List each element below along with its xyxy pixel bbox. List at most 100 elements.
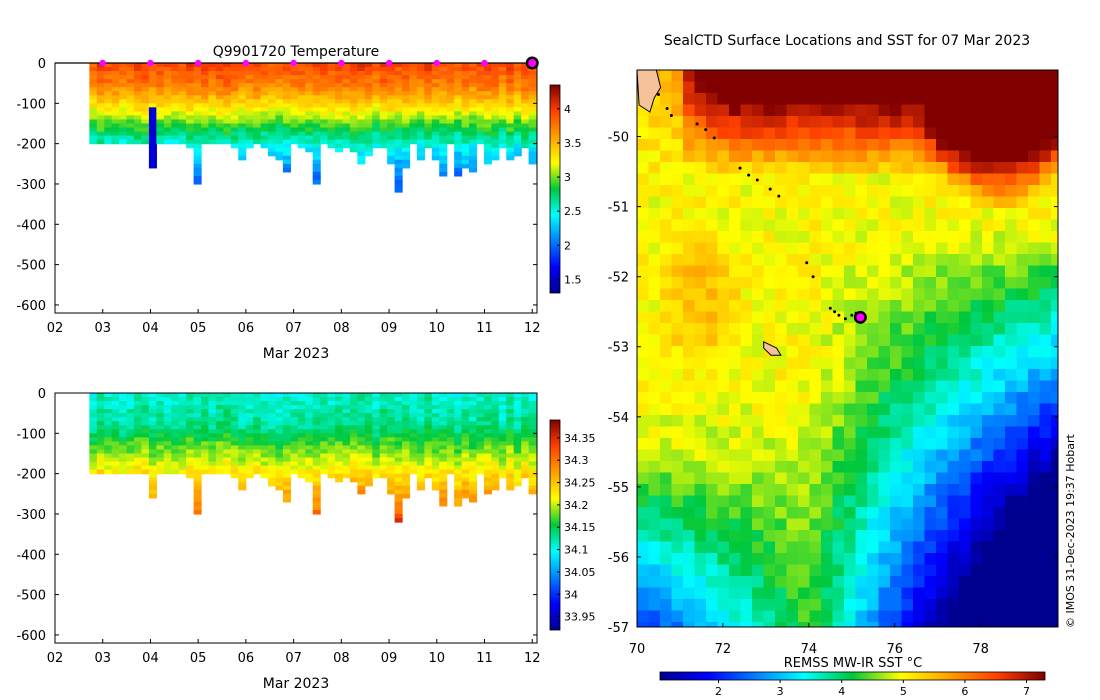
sst-cell <box>844 369 856 381</box>
sst-cell <box>821 564 833 577</box>
sal-profile-cell <box>89 401 98 406</box>
sst-cell <box>798 461 810 473</box>
sst-cell <box>1039 541 1052 554</box>
temp-profile-cell <box>521 119 530 125</box>
sst-cell <box>832 288 845 301</box>
temp-profile-cell <box>141 91 150 96</box>
temp-profile-cell <box>335 143 344 149</box>
sst-cell <box>729 150 741 163</box>
temp-profile-cell <box>372 71 381 76</box>
sst-cell <box>729 242 741 255</box>
sst-cell <box>798 185 810 197</box>
sst-cell <box>775 392 787 404</box>
sst-cell <box>717 472 730 485</box>
temp-profile-cell <box>230 63 239 68</box>
sst-cell <box>924 265 937 278</box>
temp-profile-cell <box>312 155 321 161</box>
sst-cell <box>913 116 925 128</box>
temp-profile-cell <box>253 123 262 129</box>
sst-cell <box>637 518 649 531</box>
sst-cell <box>901 472 914 485</box>
temp-profile-cell <box>312 167 321 173</box>
sal-profile-cell <box>387 429 396 434</box>
sal-profile-cell <box>208 445 217 451</box>
temp-profile-cell <box>253 95 262 100</box>
sst-cell <box>867 196 879 209</box>
temp-profile-cell <box>282 71 291 76</box>
sal-profile-cell <box>402 477 411 483</box>
sst-cell <box>1039 219 1052 232</box>
temp-profile-cell <box>409 91 418 96</box>
sal-profile-cell <box>349 457 358 463</box>
sst-cell <box>982 507 994 519</box>
sst-cell <box>982 369 994 381</box>
temp-profile-cell <box>364 83 373 88</box>
sal-profile-cell <box>238 417 247 422</box>
temp-profile-cell <box>230 103 239 108</box>
temp-profile-cell <box>156 127 165 133</box>
temp-profile-cell <box>223 71 232 76</box>
temp-profile-cell <box>312 119 321 125</box>
sst-cell <box>832 357 845 370</box>
sal-y-tick-label: 0 <box>38 387 46 402</box>
sal-profile-cell <box>521 457 530 463</box>
sal-profile-cell <box>268 425 277 430</box>
sst-cell <box>901 70 914 82</box>
sst-cell <box>878 507 891 519</box>
sal-profile-cell <box>312 485 321 491</box>
temp-profile-cell <box>349 127 358 133</box>
sal-profile-cell <box>409 429 418 434</box>
sst-cell <box>867 265 879 278</box>
sst-cell <box>809 553 822 565</box>
sst-cell <box>993 219 1006 232</box>
sst-cell <box>1005 564 1017 577</box>
sst-cell <box>637 553 649 565</box>
salinity-x-label: Mar 2023 <box>263 676 330 692</box>
temp-profile-cell <box>454 91 463 96</box>
temp-profile-cell <box>134 115 143 121</box>
sal-profile-cell <box>230 397 239 402</box>
sst-cell <box>993 495 1006 508</box>
sst-cell <box>786 265 799 278</box>
temp-profile-cell <box>201 91 210 96</box>
sst-cell <box>867 438 879 450</box>
sal-profile-cell <box>528 469 537 475</box>
sal-profile-cell <box>394 413 403 418</box>
sst-cell <box>855 495 868 508</box>
sst-cell <box>683 208 695 220</box>
sal-profile-cell <box>96 465 105 471</box>
sst-cell <box>867 553 879 565</box>
sst-cell <box>913 380 925 393</box>
sst-cell <box>924 127 937 140</box>
sst-cell <box>683 369 695 381</box>
sal-profile-cell <box>253 445 262 451</box>
temp-profile-cell <box>104 131 113 137</box>
temp-profile-cell <box>476 119 485 125</box>
sst-cell <box>775 426 787 439</box>
temp-profile-cell <box>387 91 396 96</box>
sst-cell <box>752 162 764 174</box>
temp-profile-cell <box>290 131 299 137</box>
temp-profile-cell <box>431 111 440 117</box>
sal-profile-cell <box>446 429 455 434</box>
sal-profile-cell <box>245 429 254 434</box>
temp-profile-cell <box>372 107 381 112</box>
temp-profile-cell <box>163 111 172 117</box>
sal-profile-cell <box>513 469 522 475</box>
sst-cell <box>901 116 914 128</box>
temp-profile-cell <box>290 95 299 100</box>
temp-profile-cell <box>469 151 478 157</box>
temp-profile-cell <box>230 79 239 84</box>
temp-profile-cell <box>245 139 254 145</box>
sst-cell <box>947 507 960 519</box>
sst-cell <box>1039 93 1052 105</box>
temp-profile-cell <box>163 87 172 92</box>
sst-cell <box>970 93 983 105</box>
sst-cell <box>786 242 799 255</box>
temp-profile-cell <box>335 67 344 72</box>
temp-profile-cell <box>439 83 448 88</box>
sal-profile-cell <box>193 493 202 499</box>
sal-profile-cell <box>119 433 128 438</box>
sal-profile-cell <box>193 453 202 459</box>
sal-profile-cell <box>148 417 157 422</box>
